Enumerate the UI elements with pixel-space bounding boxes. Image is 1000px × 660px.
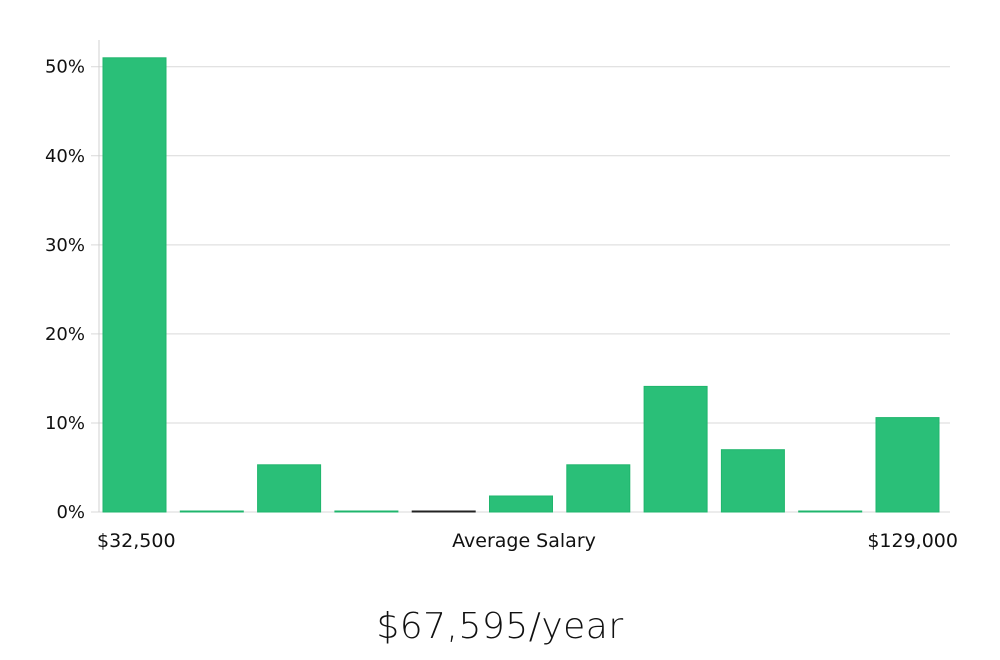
y-tick-label: 50% [45,57,85,78]
histogram-bar [720,449,785,513]
histogram-bar [411,510,476,513]
y-tick-label: 30% [45,235,85,256]
bars [102,57,940,513]
y-tick-label: 20% [45,324,85,345]
x-axis-max-label: $129,000 [867,530,958,552]
y-tick-label: 0% [56,502,85,523]
histogram-bar [489,495,553,513]
histogram-bar [257,464,322,513]
histogram-bar [334,510,399,513]
histogram-bar [102,57,167,513]
histogram-bar [643,385,708,513]
y-tick-label: 40% [45,146,85,167]
histogram-bar [566,464,631,513]
x-axis-min-label: $32,500 [97,530,176,552]
x-axis-title: Average Salary [452,530,596,552]
histogram-bar [179,510,244,513]
grid-lines [91,66,950,513]
average-salary-summary: $67,595/year [376,606,624,647]
y-tick-label: 10% [45,413,85,434]
histogram-bar [875,417,940,513]
y-axis-tick-labels: 0% 10% 20% 30% 40% 50% [45,57,85,523]
histogram-bar [798,510,863,513]
